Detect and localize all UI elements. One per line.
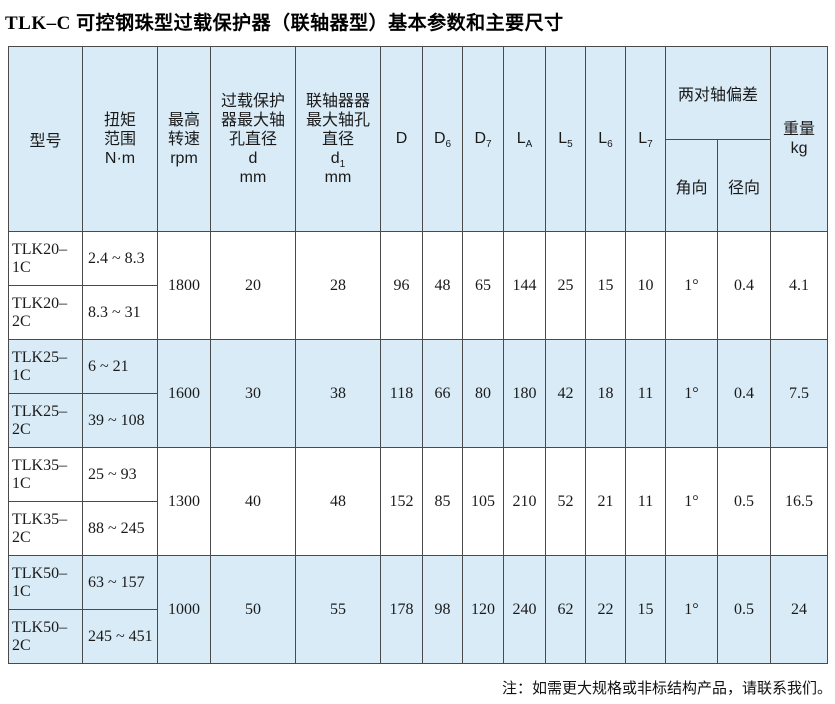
model-cell: TLK25–1C — [8, 339, 83, 394]
cell-L5: 25 — [545, 231, 586, 340]
model-cell: TLK20–2C — [8, 285, 83, 340]
header-radial: 径向 — [716, 139, 772, 232]
cell-L7: 15 — [625, 555, 666, 664]
cell-d1: 38 — [295, 339, 381, 448]
header-col-LA: LA — [503, 46, 546, 232]
torque-cell: 88 ~ 245 — [82, 501, 158, 556]
cell-L5: 52 — [545, 447, 586, 556]
cell-weight: 24 — [770, 555, 829, 664]
cell-angular: 1° — [665, 231, 718, 340]
cell-d: 30 — [210, 339, 296, 448]
cell-weight: 7.5 — [770, 339, 829, 448]
cell-D6: 85 — [422, 447, 463, 556]
header-col-L5: L5 — [545, 46, 586, 232]
cell-L7: 10 — [625, 231, 666, 340]
cell-D6: 98 — [422, 555, 463, 664]
page-title: TLK–C 可控钢珠型过载保护器（联轴器型）基本参数和主要尺寸 — [5, 13, 564, 34]
torque-cell: 2.4 ~ 8.3 — [82, 231, 158, 286]
model-cell: TLK35–2C — [8, 501, 83, 556]
cell-radial: 0.4 — [716, 231, 772, 340]
cell-speed: 1600 — [157, 339, 211, 448]
cell-weight: 16.5 — [770, 447, 829, 556]
model-cell: TLK50–1C — [8, 555, 83, 610]
header-row-sub: 角向 径向 — [9, 139, 828, 232]
cell-D7: 105 — [462, 447, 504, 556]
cell-D: 118 — [380, 339, 423, 448]
cell-LA: 240 — [503, 555, 546, 664]
cell-d1: 55 — [295, 555, 381, 664]
model-cell: TLK25–2C — [8, 393, 83, 448]
cell-speed: 1000 — [157, 555, 211, 664]
header-weight: 重量 kg — [770, 46, 829, 232]
torque-cell: 25 ~ 93 — [82, 447, 158, 502]
header-angular: 角向 — [665, 139, 718, 232]
cell-angular: 1° — [665, 339, 718, 448]
table-row: TLK25–1C 6 ~ 21 1600 30 38 118 66 80 180… — [8, 339, 829, 448]
cell-angular: 1° — [665, 555, 718, 664]
cell-L6: 18 — [585, 339, 626, 448]
cell-LA: 144 — [503, 231, 546, 340]
torque-cell: 39 ~ 108 — [82, 393, 158, 448]
cell-speed: 1800 — [157, 231, 211, 340]
spec-table: 型号 扭矩 范围 N·m 最高 转速 rpm 过载保护 器最大轴 孔直径 d m… — [8, 46, 829, 664]
header-bore-d1: 联轴器器 最大轴孔 直径 d1 mm — [295, 46, 381, 232]
table-row: TLK35–1C 25 ~ 93 1300 40 48 152 85 105 2… — [8, 447, 829, 556]
cell-D6: 66 — [422, 339, 463, 448]
cell-radial: 0.4 — [716, 339, 772, 448]
table-row: TLK50–1C 63 ~ 157 1000 50 55 178 98 120 … — [8, 555, 829, 664]
header-col-L7: L7 — [625, 46, 666, 232]
torque-cell: 6 ~ 21 — [82, 339, 158, 394]
model-cell: TLK35–1C — [8, 447, 83, 502]
table-row: TLK25–2C 39 ~ 108 — [8, 393, 828, 448]
table-row: TLK35–2C 88 ~ 245 — [8, 501, 828, 556]
header-col-L6: L6 — [585, 46, 626, 232]
cell-L6: 22 — [585, 555, 626, 664]
cell-D7: 120 — [462, 555, 504, 664]
cell-d: 40 — [210, 447, 296, 556]
model-cell: TLK20–1C — [8, 231, 83, 286]
cell-d: 50 — [210, 555, 296, 664]
cell-D7: 65 — [462, 231, 504, 340]
model-cell: TLK50–2C — [8, 609, 83, 664]
cell-d1: 48 — [295, 447, 381, 556]
cell-LA: 210 — [503, 447, 546, 556]
torque-cell: 63 ~ 157 — [82, 555, 158, 610]
header-bore-d: 过载保护 器最大轴 孔直径 d mm — [210, 46, 296, 232]
cell-d: 20 — [210, 231, 296, 340]
header-col-D6: D6 — [422, 46, 463, 232]
cell-weight: 4.1 — [770, 231, 829, 340]
cell-L6: 15 — [585, 231, 626, 340]
torque-cell: 245 ~ 451 — [82, 609, 158, 664]
footnote: 注：如需更大规格或非标结构产品，请联系我们。 — [501, 681, 832, 697]
cell-D: 152 — [380, 447, 423, 556]
cell-D7: 80 — [462, 339, 504, 448]
header-col-D: D — [380, 46, 423, 232]
cell-d1: 28 — [295, 231, 381, 340]
header-offset-group: 两对轴偏差 — [664, 46, 772, 140]
header-col-D7: D7 — [462, 46, 504, 232]
cell-L7: 11 — [625, 447, 666, 556]
torque-cell: 8.3 ~ 31 — [82, 285, 158, 340]
cell-L7: 11 — [625, 339, 666, 448]
cell-LA: 180 — [503, 339, 546, 448]
cell-radial: 0.5 — [716, 555, 772, 664]
cell-D: 96 — [380, 231, 423, 340]
header-model: 型号 — [8, 46, 83, 232]
header-row-top: 型号 扭矩 范围 N·m 最高 转速 rpm 过载保护 器最大轴 孔直径 d m… — [8, 46, 829, 232]
cell-L5: 42 — [545, 339, 586, 448]
cell-angular: 1° — [665, 447, 718, 556]
cell-L6: 21 — [585, 447, 626, 556]
header-speed: 最高 转速 rpm — [157, 46, 211, 232]
cell-L5: 62 — [545, 555, 586, 664]
table-row: TLK20–2C 8.3 ~ 31 — [8, 285, 828, 340]
table-row: TLK50–2C 245 ~ 451 — [8, 609, 828, 664]
cell-speed: 1300 — [157, 447, 211, 556]
cell-D: 178 — [380, 555, 423, 664]
cell-radial: 0.5 — [716, 447, 772, 556]
table-row: TLK20–1C 2.4 ~ 8.3 1800 20 28 96 48 65 1… — [8, 231, 829, 340]
cell-D6: 48 — [422, 231, 463, 340]
header-torque: 扭矩 范围 N·m — [82, 46, 158, 232]
